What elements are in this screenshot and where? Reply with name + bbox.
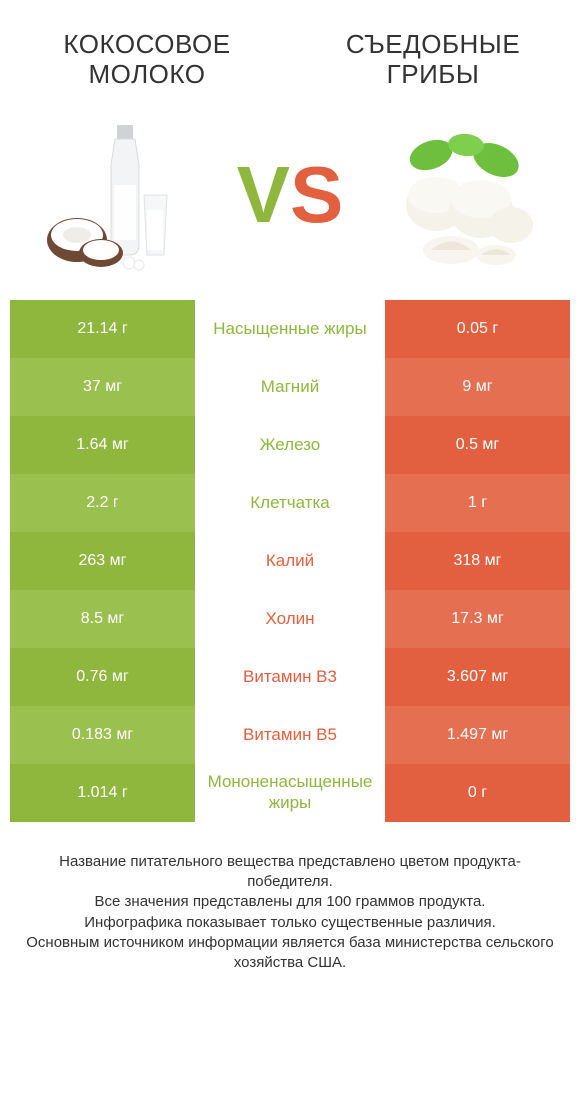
vs-s: S: [290, 150, 343, 239]
nutrient-label: Железо: [195, 416, 385, 474]
footer-line: Инфографика показывает только существенн…: [20, 913, 560, 933]
vs-label: VS: [237, 155, 344, 235]
value-right: 3.607 мг: [385, 648, 570, 706]
nutrient-label: Холин: [195, 590, 385, 648]
value-left: 1.014 г: [10, 764, 195, 822]
nutrient-label: Калий: [195, 532, 385, 590]
table-row: 0.76 мгВитамин B33.607 мг: [10, 648, 570, 706]
value-left: 263 мг: [10, 532, 195, 590]
footer-line: Основным источником информации является …: [20, 933, 560, 974]
value-left: 1.64 мг: [10, 416, 195, 474]
nutrient-label: Витамин B5: [195, 706, 385, 764]
mushrooms-image: [381, 115, 541, 275]
value-left: 0.76 мг: [10, 648, 195, 706]
nutrient-label: Мононенасыщенные жиры: [195, 764, 385, 822]
value-right: 1 г: [385, 474, 570, 532]
nutrient-label: Насыщенные жиры: [195, 300, 385, 358]
nutrient-label: Клетчатка: [195, 474, 385, 532]
value-right: 17.3 мг: [385, 590, 570, 648]
table-row: 263 мгКалий318 мг: [10, 532, 570, 590]
nutrient-label: Магний: [195, 358, 385, 416]
value-right: 0.5 мг: [385, 416, 570, 474]
images-row: VS: [0, 100, 580, 300]
value-right: 0 г: [385, 764, 570, 822]
table-row: 37 мгМагний9 мг: [10, 358, 570, 416]
value-right: 318 мг: [385, 532, 570, 590]
title-right: Съедобные грибы: [316, 30, 550, 90]
table-row: 2.2 гКлетчатка1 г: [10, 474, 570, 532]
value-right: 9 мг: [385, 358, 570, 416]
nutrient-label: Витамин B3: [195, 648, 385, 706]
header: Кокосовое молоко Съедобные грибы: [0, 0, 580, 100]
footer-line: Название питательного вещества представл…: [20, 852, 560, 893]
value-right: 1.497 мг: [385, 706, 570, 764]
value-left: 21.14 г: [10, 300, 195, 358]
comparison-table: 21.14 гНасыщенные жиры0.05 г37 мгМагний9…: [10, 300, 570, 822]
value-left: 0.183 мг: [10, 706, 195, 764]
table-row: 21.14 гНасыщенные жиры0.05 г: [10, 300, 570, 358]
coconut-milk-image: [39, 115, 199, 275]
value-right: 0.05 г: [385, 300, 570, 358]
table-row: 1.64 мгЖелезо0.5 мг: [10, 416, 570, 474]
value-left: 2.2 г: [10, 474, 195, 532]
title-left: Кокосовое молоко: [30, 30, 264, 90]
table-row: 0.183 мгВитамин B51.497 мг: [10, 706, 570, 764]
value-left: 8.5 мг: [10, 590, 195, 648]
footer-notes: Название питательного вещества представл…: [0, 822, 580, 974]
footer-line: Все значения представлены для 100 граммо…: [20, 892, 560, 912]
table-row: 1.014 гМононенасыщенные жиры0 г: [10, 764, 570, 822]
table-row: 8.5 мгХолин17.3 мг: [10, 590, 570, 648]
value-left: 37 мг: [10, 358, 195, 416]
vs-v: V: [237, 150, 290, 239]
